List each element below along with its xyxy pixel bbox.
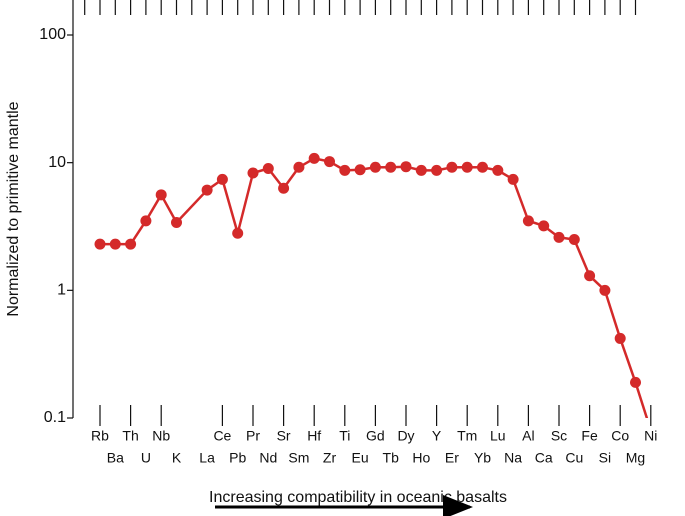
point [614, 332, 626, 344]
x-tick-label: Al [522, 428, 534, 444]
point [293, 161, 305, 173]
point [568, 234, 580, 246]
y-tick-label: 1 [57, 282, 66, 299]
x-tick-label: Sr [277, 428, 291, 444]
x-tick-label: Lu [490, 428, 506, 444]
point [477, 161, 488, 173]
y-tick-label: 10 [48, 154, 66, 171]
x-tick-label: Pr [246, 428, 260, 444]
line-segment [603, 289, 622, 339]
x-tick-label: Ni [644, 428, 657, 444]
point [369, 161, 381, 173]
point [216, 173, 228, 185]
line-segment [236, 172, 255, 234]
point [630, 376, 641, 388]
line-segment [221, 179, 239, 234]
point [415, 164, 427, 176]
x-tick-label: Dy [397, 428, 414, 444]
x-tick-label: Sm [288, 450, 309, 466]
x-tick-label: Nd [259, 450, 277, 466]
point [492, 164, 504, 176]
point [507, 173, 519, 185]
x-tick-label: Pb [229, 450, 246, 466]
point [278, 182, 290, 194]
x-tick-label: Ce [213, 428, 231, 444]
point [354, 164, 366, 176]
line-segment [511, 178, 530, 222]
point [140, 215, 152, 227]
point [446, 161, 458, 173]
x-tick-label: Ti [339, 428, 350, 444]
point [109, 238, 121, 250]
x-tick-label: Cu [565, 450, 583, 466]
x-tick-label: Ho [412, 450, 430, 466]
x-tick-label: Tb [383, 450, 400, 466]
point [232, 227, 244, 239]
x-tick-label: U [141, 450, 151, 466]
x-tick-label: Y [432, 428, 442, 444]
y-tick-label: 0.1 [44, 409, 66, 426]
x-axis-label: Increasing compatibility in oceanic basa… [209, 489, 507, 506]
point [171, 216, 182, 228]
x-tick-label: Yb [474, 450, 491, 466]
point [201, 184, 213, 196]
x-tick-label: Nb [152, 428, 170, 444]
y-tick-label: 100 [39, 26, 66, 43]
point [339, 164, 351, 176]
point [522, 215, 534, 227]
line-segment [634, 382, 649, 418]
x-tick-label: Tm [457, 428, 477, 444]
x-tick-label: Fe [581, 428, 598, 444]
point [308, 152, 320, 164]
point [247, 167, 259, 179]
x-tick-label: Mg [626, 450, 645, 466]
x-tick-label: Hf [307, 428, 321, 444]
point [155, 189, 167, 201]
point [431, 164, 443, 176]
x-tick-label: Th [122, 428, 138, 444]
point [125, 238, 137, 250]
x-tick-label: Co [611, 428, 629, 444]
x-tick-label: Ba [107, 450, 124, 466]
x-tick-label: Na [504, 450, 522, 466]
point [385, 161, 397, 173]
line-segment [573, 239, 591, 277]
point [538, 220, 550, 232]
x-tick-label: Ca [535, 450, 553, 466]
y-axis-label: Normalized to primitive mantle [5, 101, 22, 316]
point [553, 231, 565, 243]
point [599, 284, 611, 296]
line-segment [175, 189, 209, 224]
x-tick-label: Zr [323, 450, 337, 466]
point [262, 163, 274, 175]
point [324, 156, 335, 168]
x-tick-label: Er [445, 450, 459, 466]
x-tick-label: Rb [91, 428, 109, 444]
point [94, 238, 106, 250]
line-segment [619, 338, 637, 383]
x-tick-label: La [199, 450, 215, 466]
point [400, 161, 412, 173]
x-tick-label: Gd [366, 428, 385, 444]
x-tick-label: K [172, 450, 182, 466]
point [584, 270, 596, 282]
x-tick-label: Sc [551, 428, 567, 444]
x-tick-label: Si [599, 450, 611, 466]
plot-area [94, 152, 649, 418]
point [461, 161, 473, 173]
x-tick-label: Eu [352, 450, 369, 466]
